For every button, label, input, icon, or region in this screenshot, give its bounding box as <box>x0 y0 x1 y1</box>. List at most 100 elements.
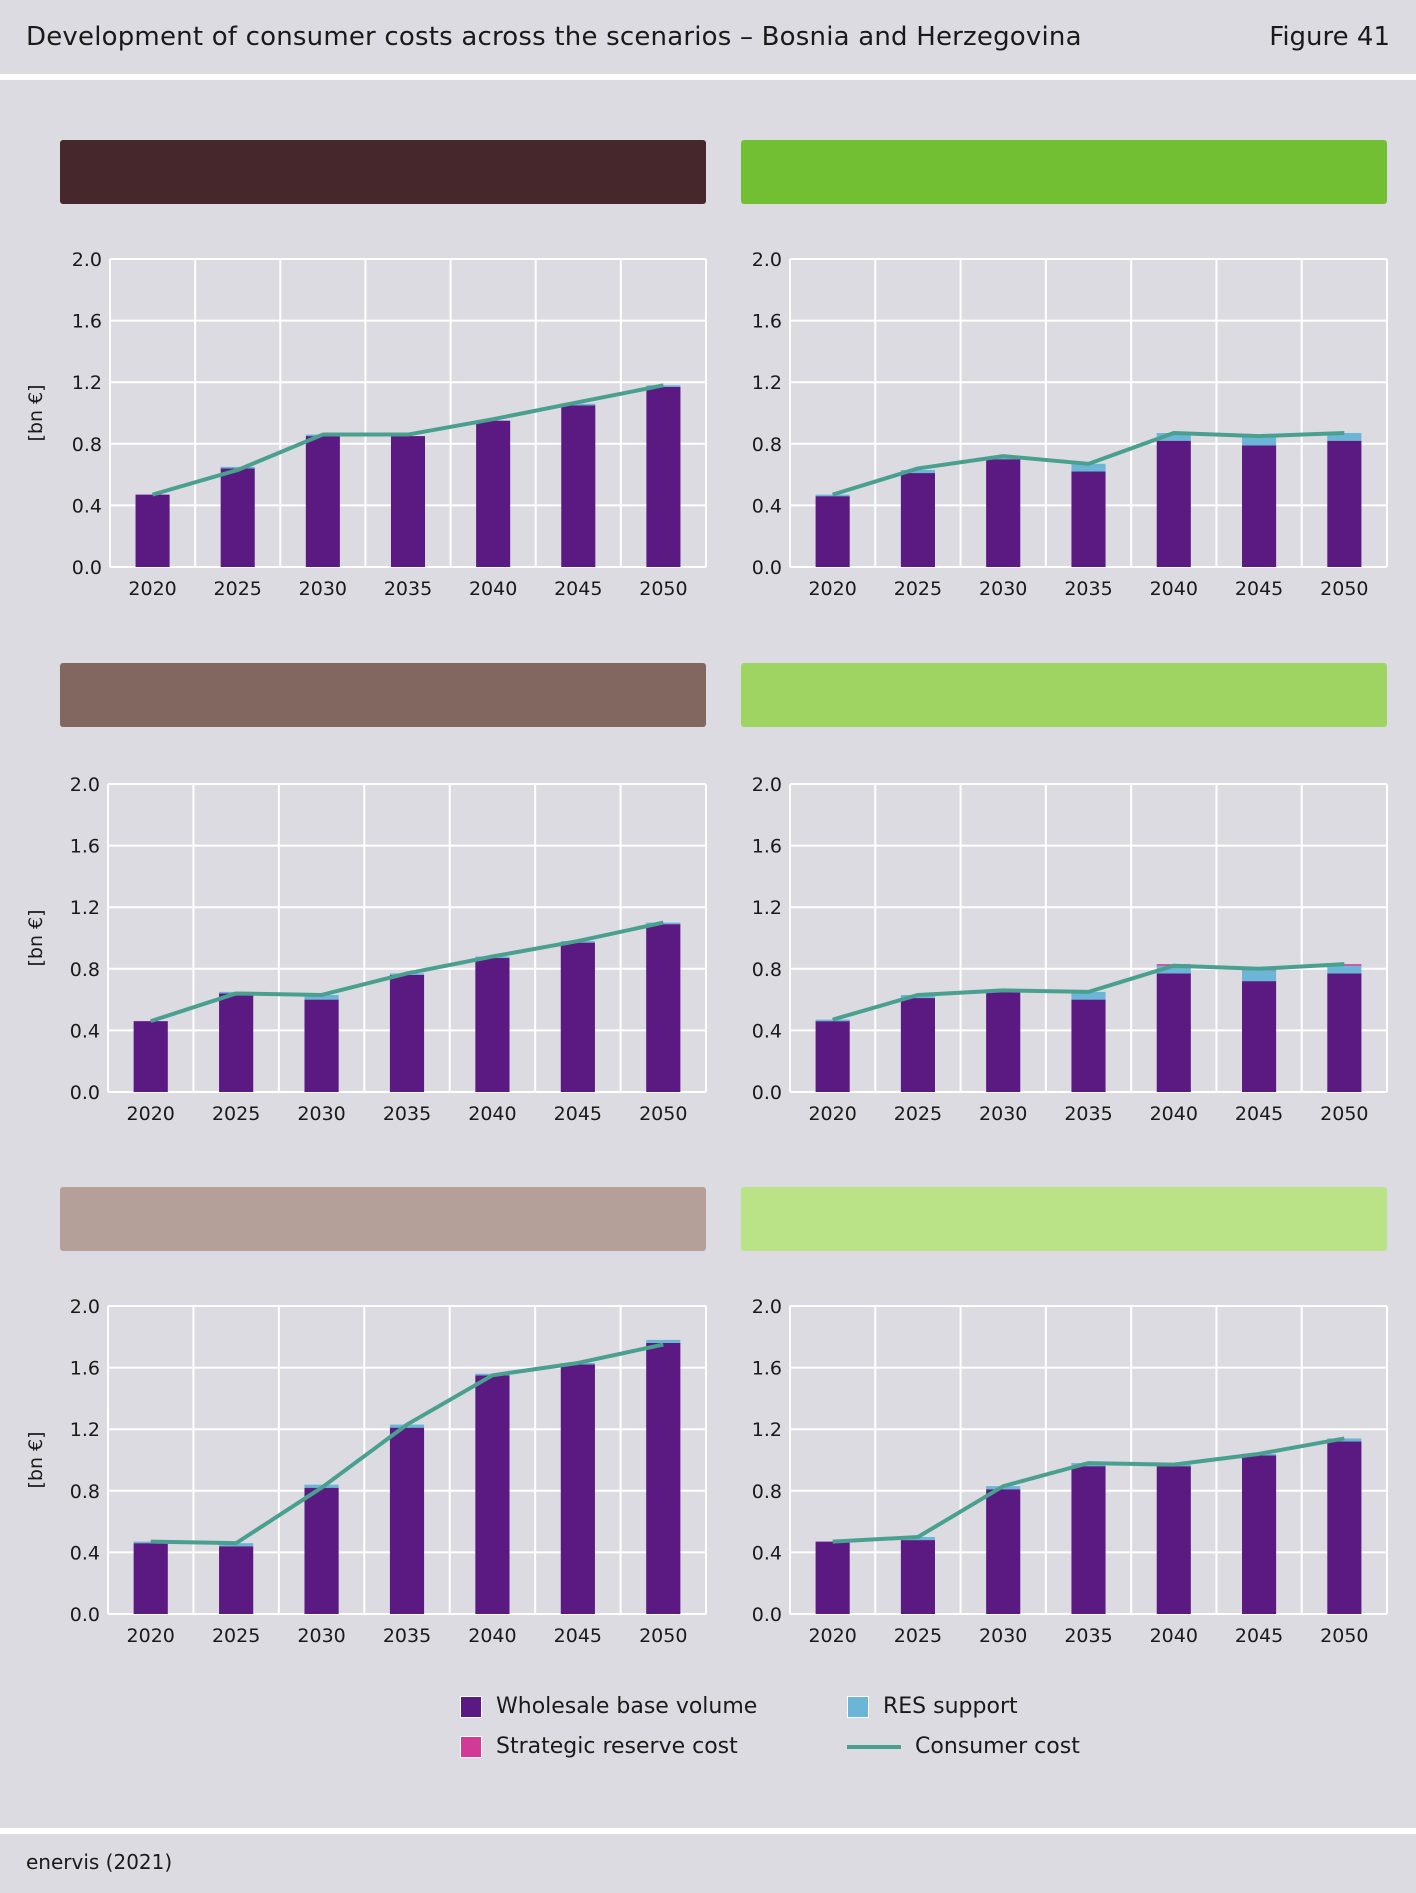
x-tick-label: 2035 <box>383 1625 431 1647</box>
y-tick-label: 0.0 <box>70 1082 100 1104</box>
bar-wholesale <box>900 473 935 567</box>
chart-panel-5: 0.0 0.4 0.8 1.2 1.6 2.0 [bn €] 2020 2025 2030 2035… <box>25 1296 707 1647</box>
bar-res-support <box>986 457 1021 460</box>
x-tick-label: 2030 <box>299 578 347 600</box>
chart-panel-1: 0.0 0.4 0.8 1.2 1.6 2.0 [bn €] 2020 2025 2030 2035… <box>25 249 707 600</box>
legend-swatch-consumer <box>847 1744 901 1749</box>
y-tick-label: 2.0 <box>752 249 782 271</box>
y-tick-label: 1.6 <box>752 836 782 858</box>
legend-item-res: RES support <box>847 1694 1018 1719</box>
bar-res-support <box>1242 436 1277 446</box>
bar-wholesale <box>986 459 1021 567</box>
x-tick-label: 2030 <box>297 1103 345 1125</box>
bar-res-support <box>561 403 596 406</box>
bar-res-support <box>1327 965 1362 974</box>
bar-wholesale <box>560 942 595 1092</box>
consumer-cost-line <box>832 1436 1345 1544</box>
x-tick-label: 2050 <box>1320 578 1368 600</box>
legend-item-consumer: Consumer cost <box>847 1734 1080 1759</box>
y-tick-label: 0.8 <box>72 434 102 456</box>
bar-wholesale <box>475 1375 510 1614</box>
bar-wholesale <box>986 991 1021 1092</box>
chart-panel-6: 0.0 0.4 0.8 1.2 1.6 2.0 2020 2025 2030 2035 2040 20… <box>752 1296 1388 1647</box>
bar-wholesale <box>815 1541 850 1614</box>
y-tick-label: 0.8 <box>70 1481 100 1503</box>
legend-swatch-strategic <box>460 1735 482 1758</box>
x-tick-label: 2020 <box>808 578 856 600</box>
x-tick-label: 2045 <box>554 578 602 600</box>
consumer-cost-line <box>150 920 664 1024</box>
x-tick-label: 2035 <box>384 578 432 600</box>
x-tick-label: 2035 <box>1064 578 1112 600</box>
bar-wholesale <box>1242 445 1277 567</box>
bar-wholesale <box>219 993 254 1092</box>
y-axis-label: [bn €] <box>25 909 47 966</box>
legend-label-consumer: Consumer cost <box>915 1734 1080 1759</box>
bar-wholesale <box>1071 471 1106 567</box>
x-tick-label: 2035 <box>1064 1103 1112 1125</box>
bar-res-support <box>1071 991 1106 1000</box>
x-tick-label: 2040 <box>468 1625 516 1647</box>
x-tick-label: 2020 <box>127 1103 175 1125</box>
x-tick-label: 2045 <box>1235 578 1283 600</box>
x-tick-label: 2025 <box>894 1103 942 1125</box>
y-tick-label: 0.4 <box>752 1020 782 1042</box>
x-tick-label: 2045 <box>1235 1625 1283 1647</box>
bar-res-support <box>220 466 255 469</box>
bar-res-support <box>1071 463 1106 472</box>
y-tick-label: 1.6 <box>72 311 102 333</box>
chart-panel-2: 0.0 0.4 0.8 1.2 1.6 2.0 2020 2025 2030 2035 2040 20… <box>752 249 1388 600</box>
scenario-banner-6 <box>741 1187 1387 1251</box>
y-tick-label: 0.8 <box>752 959 782 981</box>
x-tick-label: 2050 <box>1320 1625 1368 1647</box>
x-tick-label: 2045 <box>554 1103 602 1125</box>
bar-wholesale <box>900 998 935 1092</box>
y-axis-label: [bn €] <box>25 1431 47 1488</box>
figure-number: Figure 41 <box>1269 22 1390 52</box>
consumer-cost-line <box>150 1342 664 1546</box>
bar-wholesale <box>305 436 340 567</box>
bar-wholesale <box>133 1543 168 1614</box>
y-tick-label: 0.8 <box>752 434 782 456</box>
x-tick-label: 2050 <box>639 578 687 600</box>
y-tick-label: 1.6 <box>70 1358 100 1380</box>
bar-wholesale <box>815 1021 850 1092</box>
x-tick-label: 2030 <box>297 1625 345 1647</box>
y-tick-label: 0.4 <box>70 1020 100 1042</box>
x-tick-label: 2030 <box>979 578 1027 600</box>
bar-wholesale <box>1156 440 1191 567</box>
y-tick-label: 0.0 <box>752 1082 782 1104</box>
legend-label-res: RES support <box>883 1694 1018 1719</box>
bar-wholesale <box>133 1021 168 1092</box>
bar-wholesale <box>135 494 170 567</box>
y-tick-label: 2.0 <box>752 774 782 796</box>
x-tick-label: 2020 <box>808 1625 856 1647</box>
x-tick-label: 2040 <box>468 1103 516 1125</box>
x-tick-label: 2040 <box>1150 1625 1198 1647</box>
y-tick-label: 0.8 <box>70 959 100 981</box>
consumer-cost-line <box>832 962 1345 1022</box>
y-tick-label: 2.0 <box>70 1296 100 1318</box>
bar-wholesale <box>560 1364 595 1614</box>
y-tick-label: 0.4 <box>72 495 102 517</box>
x-tick-label: 2045 <box>554 1625 602 1647</box>
scenario-banner-4 <box>741 663 1387 727</box>
x-tick-label: 2040 <box>1150 1103 1198 1125</box>
page-header: Development of consumer costs across the… <box>0 0 1416 76</box>
y-tick-label: 0.8 <box>752 1481 782 1503</box>
x-tick-label: 2020 <box>808 1103 856 1125</box>
y-tick-label: 0.4 <box>70 1542 100 1564</box>
y-tick-label: 2.0 <box>72 249 102 271</box>
y-tick-label: 0.4 <box>752 495 782 517</box>
scenario-banner-3 <box>60 663 706 727</box>
x-tick-label: 2025 <box>894 578 942 600</box>
y-tick-label: 1.6 <box>70 836 100 858</box>
x-tick-label: 2030 <box>979 1625 1027 1647</box>
header-divider <box>0 74 1416 80</box>
legend-item-wholesale: Wholesale base volume <box>460 1694 757 1719</box>
x-tick-label: 2025 <box>894 1625 942 1647</box>
legend-item-strategic: Strategic reserve cost <box>460 1734 738 1759</box>
bar-wholesale <box>1327 1441 1362 1614</box>
bar-wholesale <box>1071 1466 1106 1614</box>
